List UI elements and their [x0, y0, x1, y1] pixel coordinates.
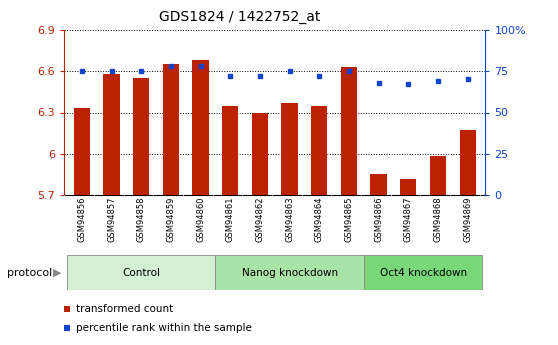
Text: Control: Control — [122, 267, 160, 277]
Text: GSM94857: GSM94857 — [107, 197, 116, 242]
Text: GSM94866: GSM94866 — [374, 197, 383, 243]
Text: protocol: protocol — [7, 267, 52, 277]
Bar — [400, 178, 416, 195]
Text: GSM94860: GSM94860 — [196, 197, 205, 242]
Bar — [430, 157, 446, 195]
Text: GSM94869: GSM94869 — [463, 197, 472, 242]
Text: GSM94864: GSM94864 — [315, 197, 324, 242]
Bar — [74, 108, 90, 195]
Text: GDS1824 / 1422752_at: GDS1824 / 1422752_at — [159, 10, 321, 24]
Bar — [341, 67, 357, 195]
Text: GSM94856: GSM94856 — [78, 197, 86, 242]
Text: GSM94862: GSM94862 — [256, 197, 264, 242]
Text: transformed count: transformed count — [76, 304, 173, 314]
Text: GSM94861: GSM94861 — [226, 197, 235, 242]
Bar — [215, 255, 364, 290]
Bar — [222, 106, 238, 195]
Text: GSM94867: GSM94867 — [404, 197, 413, 243]
Text: Oct4 knockdown: Oct4 knockdown — [379, 267, 466, 277]
Bar — [364, 255, 483, 290]
Bar — [252, 112, 268, 195]
Text: GSM94868: GSM94868 — [434, 197, 442, 243]
Text: GSM94859: GSM94859 — [166, 197, 175, 242]
Bar — [281, 103, 298, 195]
Bar — [311, 106, 328, 195]
Text: ▶: ▶ — [53, 267, 61, 277]
Text: GSM94863: GSM94863 — [285, 197, 294, 243]
Bar — [67, 255, 215, 290]
Text: GSM94865: GSM94865 — [344, 197, 353, 242]
Bar — [371, 174, 387, 195]
Text: GSM94858: GSM94858 — [137, 197, 146, 242]
Bar — [133, 78, 150, 195]
Bar — [103, 74, 120, 195]
Bar — [163, 65, 179, 195]
Text: percentile rank within the sample: percentile rank within the sample — [76, 323, 252, 333]
Bar — [193, 60, 209, 195]
Bar — [459, 130, 476, 195]
Text: Nanog knockdown: Nanog knockdown — [242, 267, 338, 277]
